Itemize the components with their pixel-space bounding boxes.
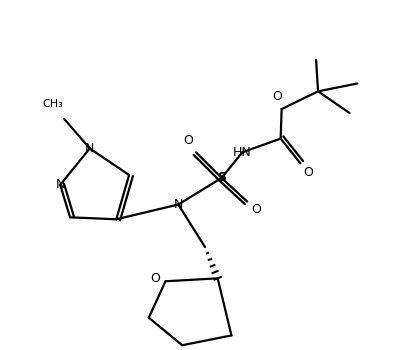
Text: N: N: [85, 142, 94, 155]
Text: CH₃: CH₃: [42, 99, 63, 109]
Text: O: O: [251, 203, 261, 216]
Text: O: O: [303, 166, 313, 178]
Text: O: O: [272, 90, 282, 103]
Text: HN: HN: [233, 146, 252, 159]
Text: N: N: [174, 198, 183, 211]
Text: S: S: [217, 172, 226, 184]
Text: O: O: [151, 272, 161, 285]
Text: N: N: [56, 178, 65, 191]
Text: O: O: [183, 134, 193, 147]
